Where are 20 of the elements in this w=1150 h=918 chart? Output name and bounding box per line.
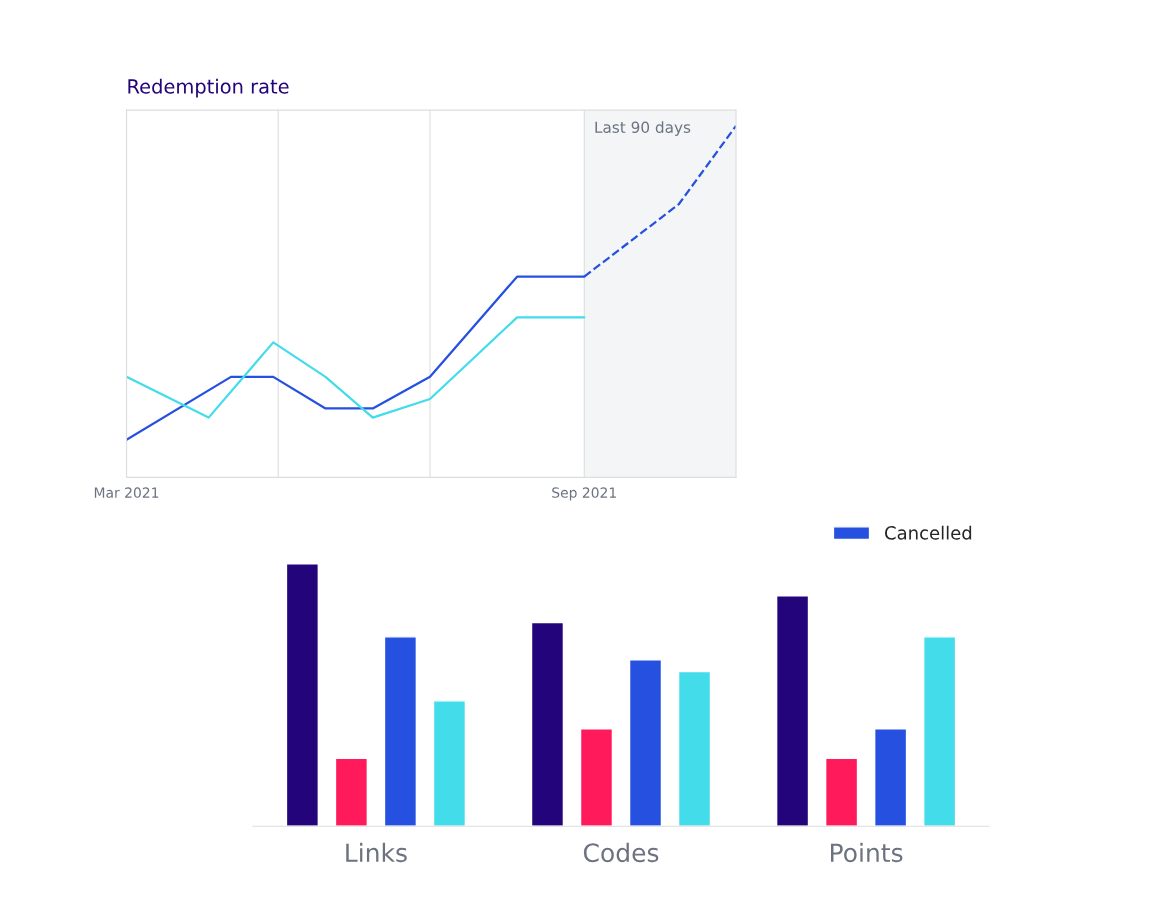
x-tick-label: Links — [346, 842, 407, 863]
band-label: Last 90 days — [595, 121, 691, 136]
bar — [285, 563, 320, 827]
x-tick-label: Mar 2021 — [94, 487, 159, 498]
bar — [383, 636, 418, 827]
bar — [824, 757, 859, 827]
bar — [677, 670, 712, 827]
legend-label: Cancelled — [885, 525, 972, 540]
bar — [334, 757, 369, 827]
x-tick-label: Points — [831, 842, 903, 863]
x-tick-label: Sep 2021 — [552, 487, 616, 501]
bar — [530, 621, 565, 827]
x-tick-label: Codes — [583, 842, 659, 863]
bar — [432, 700, 467, 827]
bar — [579, 728, 614, 827]
bar — [922, 636, 957, 827]
bar — [873, 728, 908, 827]
bar — [775, 595, 810, 827]
bar — [628, 659, 663, 827]
chart-title: Redemption rate — [128, 78, 289, 98]
